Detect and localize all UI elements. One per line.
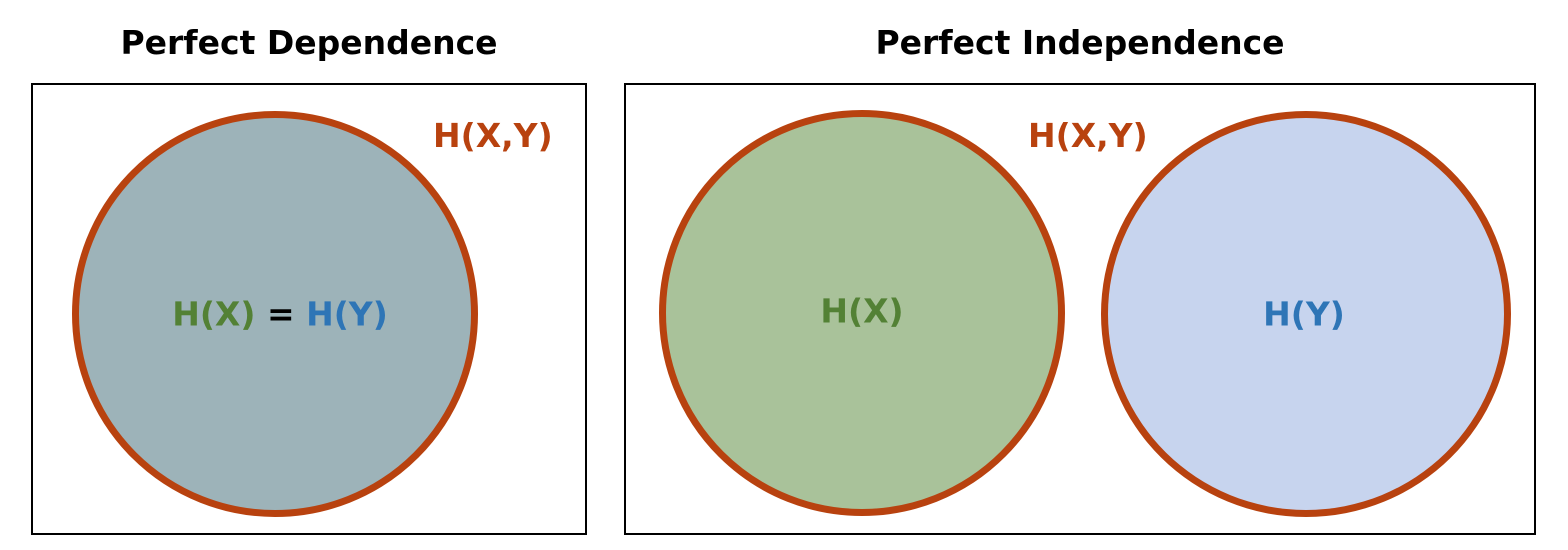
equals-sign: = — [266, 294, 295, 334]
hy-label: H(Y) — [306, 294, 388, 334]
independence-title: Perfect Independence — [875, 23, 1285, 62]
merged-entropy-circle — [72, 111, 478, 517]
hy-circle-label: H(Y) — [1263, 294, 1345, 334]
dependence-joint-entropy-label: H(X,Y) — [433, 116, 553, 155]
hx-circle — [659, 110, 1065, 516]
hx-circle-label: H(X) — [820, 291, 904, 331]
hy-circle — [1101, 111, 1511, 517]
independence-joint-entropy-label: H(X,Y) — [1028, 116, 1148, 155]
dependence-title: Perfect Dependence — [120, 23, 498, 62]
hx-label: H(X) — [172, 294, 256, 334]
dependence-equality-label: H(X) = H(Y) — [172, 295, 388, 334]
